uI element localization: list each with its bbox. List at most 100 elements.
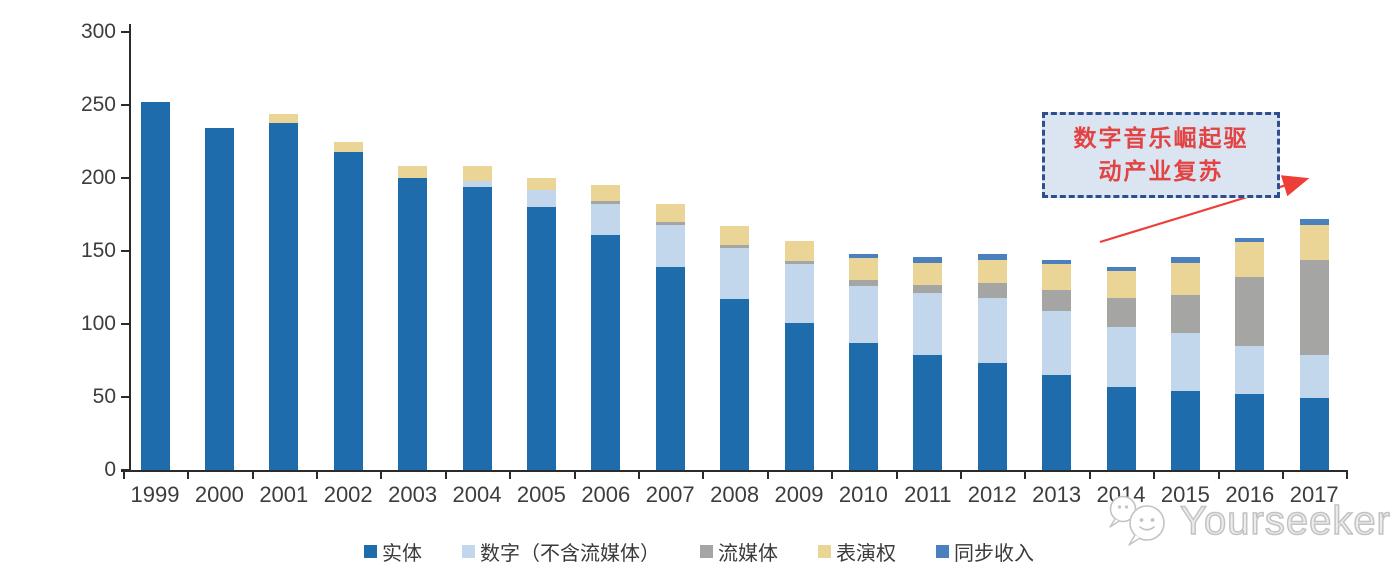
bar-segment-2012-同步收入 [977,253,1007,260]
legend-swatch-icon [364,544,377,558]
bar-segment-2011-同步收入 [913,256,943,263]
bar-segment-2009-数字（不含流媒体） [784,264,814,323]
y-axis-tick-label: 100 [80,312,116,335]
bar-segment-2007-实体 [655,267,685,470]
bar-segment-2011-数字（不含流媒体） [913,293,943,355]
x-axis-tick [702,472,705,479]
x-axis-label-1999: 1999 [130,482,180,507]
x-axis-line [121,470,1348,472]
x-axis-label-2008: 2008 [710,482,760,507]
x-axis-label-2001: 2001 [259,482,309,507]
bar-segment-2014-同步收入 [1106,267,1136,272]
annotation-callout: 数字音乐崛起驱 动产业复苏 [1042,112,1280,198]
bar-segment-2004-数字（不含流媒体） [462,180,492,187]
bar-segment-2017-同步收入 [1299,218,1329,225]
bar-segment-2005-表演权 [526,178,556,190]
bar-segment-2013-流媒体 [1042,290,1072,311]
x-axis-tick [444,472,447,479]
legend-label: 数字（不含流媒体） [480,542,660,565]
bar-segment-1999-实体 [140,102,170,470]
bar-segment-2015-流媒体 [1170,294,1200,333]
x-axis-label-2010: 2010 [838,482,888,507]
bar-segment-2017-实体 [1299,398,1329,470]
bar-segment-2014-流媒体 [1106,297,1136,327]
x-axis-tick [1346,472,1349,479]
legend: 实体 数字（不含流媒体） 流媒体 表演权 同步收入 [0,536,1398,566]
bar-segment-2010-流媒体 [848,280,878,287]
bar-segment-2008-实体 [720,299,750,470]
bar-segment-2003-实体 [398,178,428,470]
bar-segment-2005-数字（不含流媒体） [526,189,556,208]
x-axis-label-2009: 2009 [774,482,824,507]
bar-segment-2008-数字（不含流媒体） [720,248,750,300]
bar-segment-2013-数字（不含流媒体） [1042,310,1072,376]
x-axis-label-2015: 2015 [1160,482,1210,507]
x-axis-tick [187,472,190,479]
bar-segment-2008-表演权 [720,226,750,246]
x-axis-label-2003: 2003 [388,482,438,507]
bar-segment-2016-表演权 [1235,242,1265,278]
x-axis-tick [1282,472,1284,479]
bar-segment-2011-流媒体 [913,284,943,294]
x-axis-tick [766,472,769,479]
bar-segment-2013-表演权 [1042,264,1072,291]
y-axis-tick [121,250,130,252]
bar-segment-2006-实体 [591,234,621,470]
bar-segment-2015-实体 [1170,391,1200,470]
annotation-text-line2: 动产业复苏 [1098,158,1224,184]
bar-segment-2000-实体 [204,128,234,470]
y-axis-tick-label: 50 [92,385,116,408]
bar-segment-2016-流媒体 [1235,277,1265,346]
x-axis-label-2002: 2002 [323,482,373,507]
bar-segment-2009-表演权 [784,240,814,262]
bar-segment-2012-表演权 [977,259,1007,284]
x-axis-label-2012: 2012 [967,482,1017,507]
bar-segment-2009-实体 [784,322,814,470]
y-axis-tick [121,469,130,471]
x-axis-tick [380,472,383,479]
x-axis-label-2006: 2006 [581,482,631,507]
x-axis-tick [316,472,318,479]
y-axis-tick-label: 300 [80,20,116,43]
legend-label: 表演权 [836,542,896,565]
watermark-text: Yourseeker [1179,498,1391,544]
bar-segment-2012-实体 [977,363,1007,470]
x-axis-tick [1217,472,1220,479]
x-axis-label-2011: 2011 [904,482,952,507]
legend-item-同步收入: 同步收入 [936,537,1034,566]
x-axis-tick [251,472,254,479]
bar-segment-2006-流媒体 [591,201,621,205]
bar-segment-2002-表演权 [333,141,363,152]
y-axis-tick-label: 200 [80,166,116,189]
y-axis-line [129,24,131,472]
x-axis-label-2013: 2013 [1032,482,1082,507]
bar-segment-2004-表演权 [462,166,492,181]
bar-segment-2001-实体 [269,122,299,470]
bar-segment-2002-实体 [333,151,363,470]
x-axis-tick [831,472,834,479]
legend-item-表演权: 表演权 [818,537,896,566]
annotation-text-line1: 数字音乐崛起驱 [1073,125,1249,151]
y-axis-tick-label: 0 [104,458,116,481]
x-axis-tick [1088,472,1091,479]
bar-segment-2010-表演权 [848,258,878,281]
bar-segment-2009-流媒体 [784,261,814,265]
bar-segment-2001-表演权 [269,113,299,123]
legend-swatch-icon [936,544,949,558]
bar-segment-2010-数字（不含流媒体） [848,286,878,343]
bar-segment-2007-表演权 [655,204,685,222]
yourseeker-logo-icon [1109,495,1165,546]
bar-segment-2016-同步收入 [1235,237,1265,243]
bar-segment-2014-表演权 [1106,271,1136,298]
bar-segment-2015-同步收入 [1170,256,1200,263]
bar-segment-2014-实体 [1106,386,1136,470]
x-axis-tick [638,472,640,479]
y-axis-tick [121,177,130,179]
bar-segment-2017-数字（不含流媒体） [1299,354,1329,399]
bar-segment-2016-实体 [1235,394,1265,470]
y-axis-tick-label: 150 [80,239,116,262]
bar-segment-2005-实体 [526,207,556,470]
x-axis-label-2017: 2017 [1289,482,1339,507]
x-axis-tick [122,472,125,479]
x-axis-tick [960,472,962,479]
